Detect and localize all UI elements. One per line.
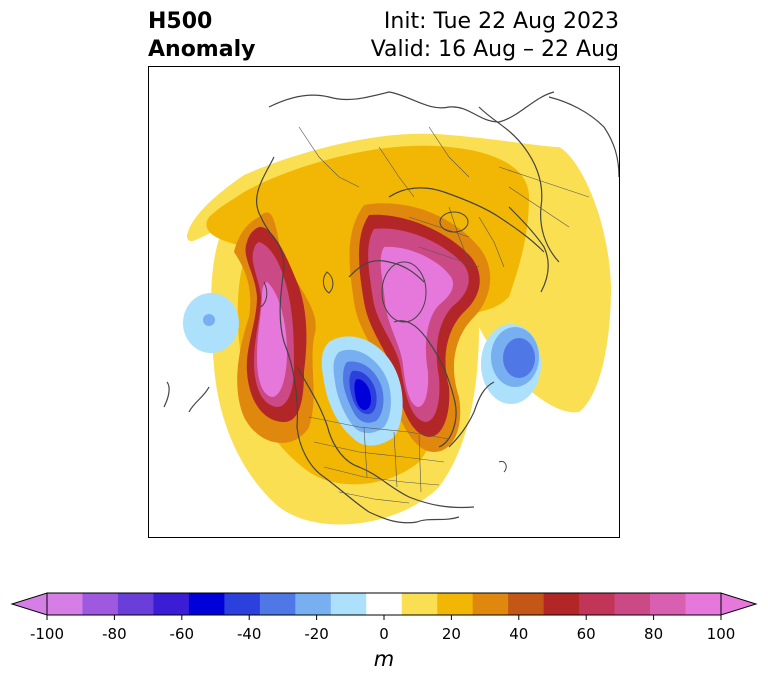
colorbar-under-arrow <box>10 592 48 616</box>
colorbar-tick-label: -100 <box>29 625 65 643</box>
colorbar-segment <box>259 593 296 615</box>
colorbar-segment <box>47 593 83 615</box>
island-coastlines <box>260 211 507 473</box>
colorbar-over-arrow <box>720 592 758 616</box>
negative-anomaly-shading <box>149 285 541 446</box>
map-canvas <box>149 91 619 525</box>
colorbar-segment <box>685 593 722 615</box>
colorbar-segment <box>650 593 686 615</box>
colorbar-segment <box>82 593 119 615</box>
date-info: Init: Tue 22 Aug 2023 Valid: 16 Aug – 22… <box>371 8 619 64</box>
colorbar-segment <box>117 593 154 615</box>
colorbar-tick-label: 60 <box>576 625 596 643</box>
map-panel <box>148 66 620 538</box>
colorbar-segment <box>508 593 545 615</box>
colorbar-tick-label: -40 <box>236 625 262 643</box>
colorbar-segment <box>579 593 615 615</box>
valid-range: Valid: 16 Aug – 22 Aug <box>370 37 619 62</box>
colorbar <box>10 592 758 620</box>
colorbar-segment <box>295 593 332 615</box>
colorbar-units: m <box>373 647 395 671</box>
colorbar-segment <box>437 593 474 615</box>
colorbar-tick-label: 100 <box>706 625 736 643</box>
colorbar-tick-label: 20 <box>441 625 461 643</box>
colorbar-segment <box>366 593 403 615</box>
colorbar-segment <box>188 593 225 615</box>
colorbar-tick-label: 80 <box>644 625 664 643</box>
colorbar-segment <box>401 593 438 615</box>
colorbar-segment <box>614 593 651 615</box>
colorbar-tick-label: -60 <box>169 625 195 643</box>
title-line-2: Anomaly <box>148 37 256 62</box>
colorbar-segment <box>224 593 261 615</box>
colorbar-segment <box>543 593 580 615</box>
colorbar-tick-label: 40 <box>509 625 529 643</box>
coastline-outlines <box>163 91 619 524</box>
colorbar-tick-label: -80 <box>102 625 127 643</box>
colorbar-segment <box>153 593 190 615</box>
map-title: H500 Anomaly <box>148 8 255 64</box>
colorbar-tick-label: 0 <box>379 625 389 643</box>
country-borders <box>298 126 590 504</box>
colorbar-tick-label: -20 <box>304 625 329 643</box>
colorbar-segment <box>472 593 509 615</box>
colorbar-segment <box>330 593 367 615</box>
title-line-1: H500 <box>148 9 213 34</box>
init-time: Init: Tue 22 Aug 2023 <box>383 9 619 34</box>
